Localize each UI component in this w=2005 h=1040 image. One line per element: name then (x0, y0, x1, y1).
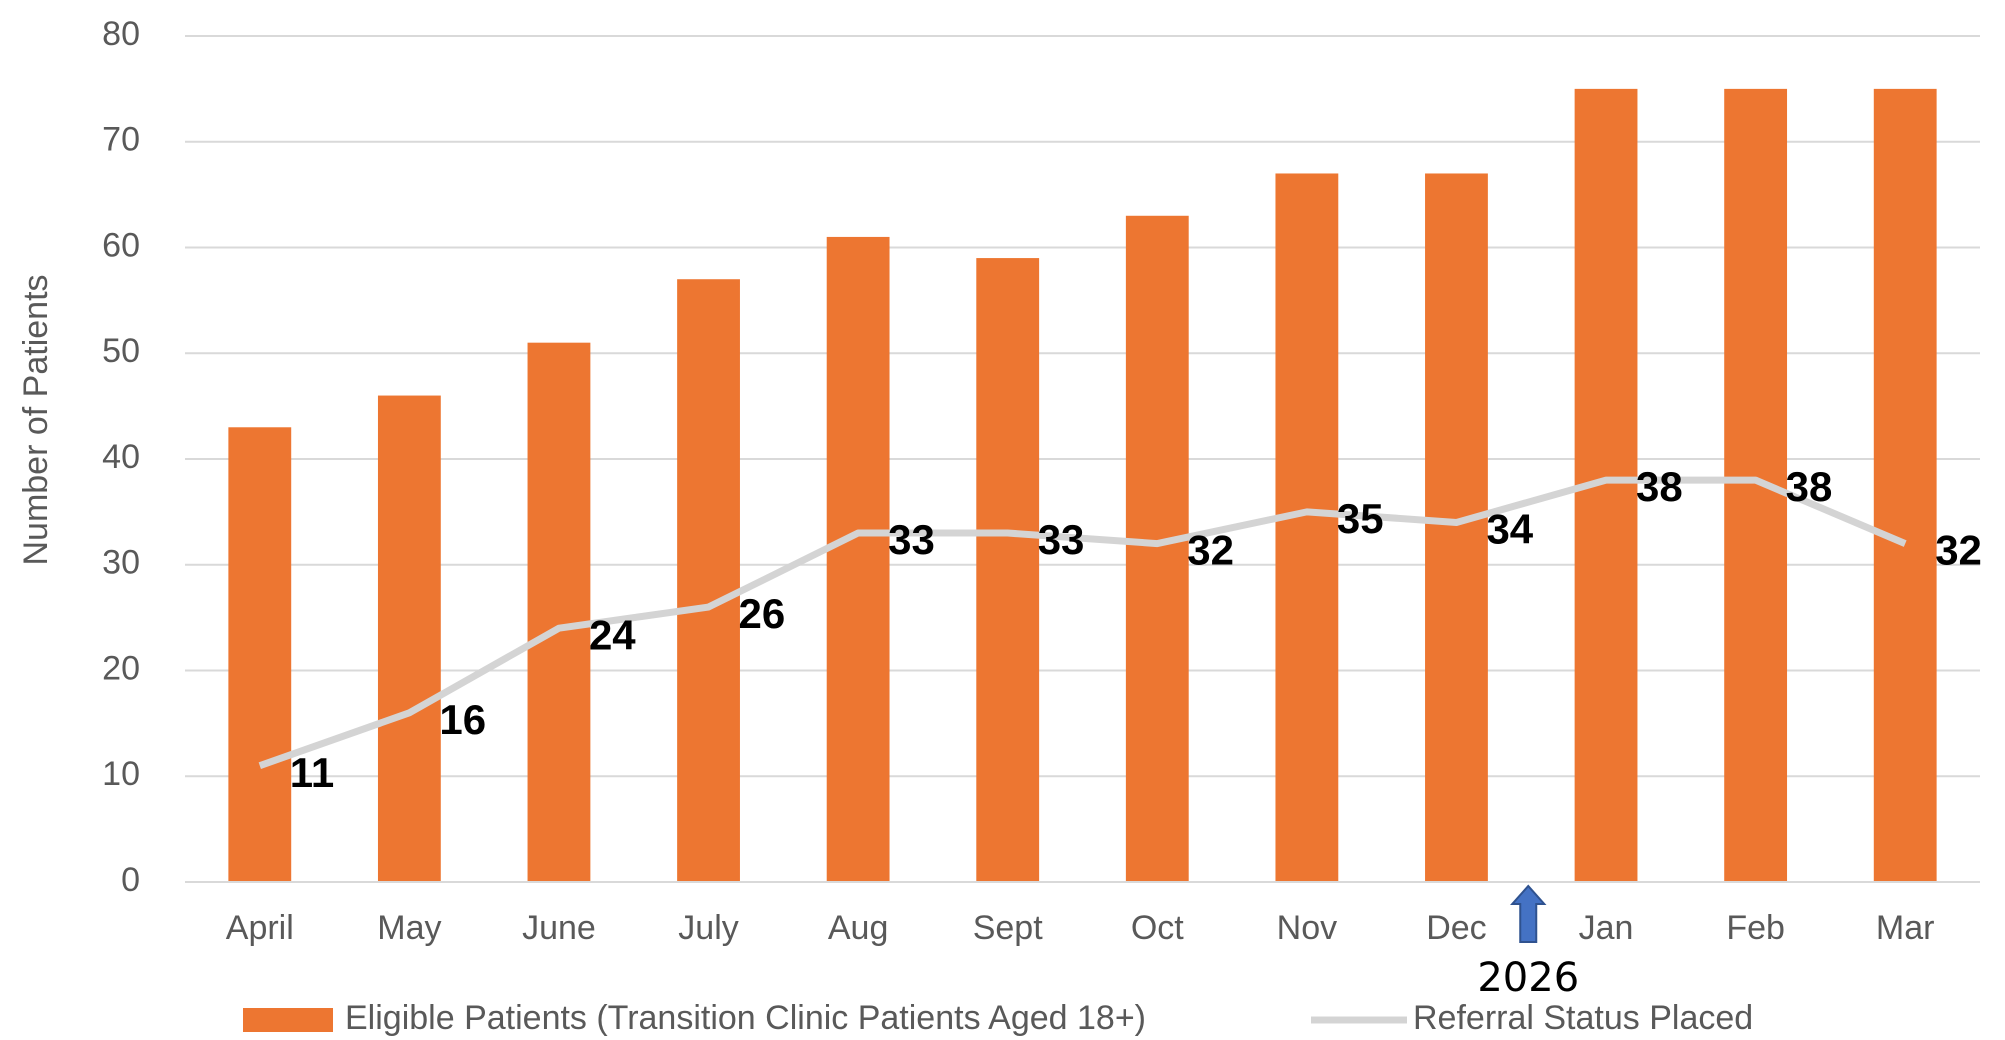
y-tick-label: 20 (102, 649, 140, 687)
annotation-arrow (1510, 884, 1547, 943)
annotation: 2026 (1477, 955, 1579, 1001)
y-tick-label: 80 (102, 15, 140, 53)
y-tick-label: 70 (102, 121, 140, 159)
x-tick-label: June (522, 909, 596, 947)
data-label: 11 (290, 749, 334, 796)
bar (228, 427, 292, 882)
bar (377, 395, 441, 882)
y-axis-label: Number of Patients (17, 274, 55, 565)
x-tick-label: Sept (973, 909, 1043, 947)
x-tick-label: Oct (1131, 909, 1184, 947)
bar (1125, 215, 1189, 882)
x-tick-label: April (226, 909, 294, 947)
legend-label: Eligible Patients (Transition Clinic Pat… (345, 999, 1146, 1037)
data-label: 24 (589, 611, 636, 658)
y-tick-label: 60 (102, 226, 140, 264)
data-label: 33 (888, 516, 935, 563)
y-tick-label: 40 (102, 438, 140, 476)
x-tick-label: Nov (1277, 909, 1337, 947)
x-tick-label: July (678, 909, 738, 947)
legend-label: Referral Status Placed (1413, 999, 1753, 1037)
bar (527, 342, 591, 882)
x-tick-label: Dec (1426, 909, 1486, 947)
bar (1275, 173, 1339, 883)
x-tick-label: Feb (1726, 909, 1785, 947)
data-label: 32 (1935, 527, 1982, 574)
data-label: 16 (439, 696, 486, 743)
bar (1724, 88, 1788, 882)
data-label: 32 (1187, 527, 1234, 574)
data-label: 38 (1786, 463, 1833, 510)
bar (1425, 173, 1488, 883)
data-label: 33 (1038, 516, 1085, 563)
data-label: 26 (739, 590, 786, 637)
y-tick-label: 0 (121, 861, 140, 899)
bar (677, 279, 740, 883)
data-label: 34 (1486, 506, 1533, 553)
legend-swatch (243, 1008, 333, 1032)
data-label: 38 (1636, 463, 1683, 510)
y-tick-label: 10 (102, 755, 140, 793)
line (258, 476, 1907, 769)
y-tick-label: 50 (102, 332, 140, 370)
bar (976, 258, 1040, 882)
bar (1873, 88, 1937, 882)
x-tick-label: Aug (828, 909, 889, 947)
x-tick-label: May (377, 909, 441, 947)
data-label: 35 (1337, 495, 1384, 542)
x-tick-label: Jan (1579, 909, 1634, 947)
bar (826, 236, 890, 883)
y-tick-label: 30 (102, 544, 140, 582)
x-tick-label: Mar (1876, 909, 1935, 947)
